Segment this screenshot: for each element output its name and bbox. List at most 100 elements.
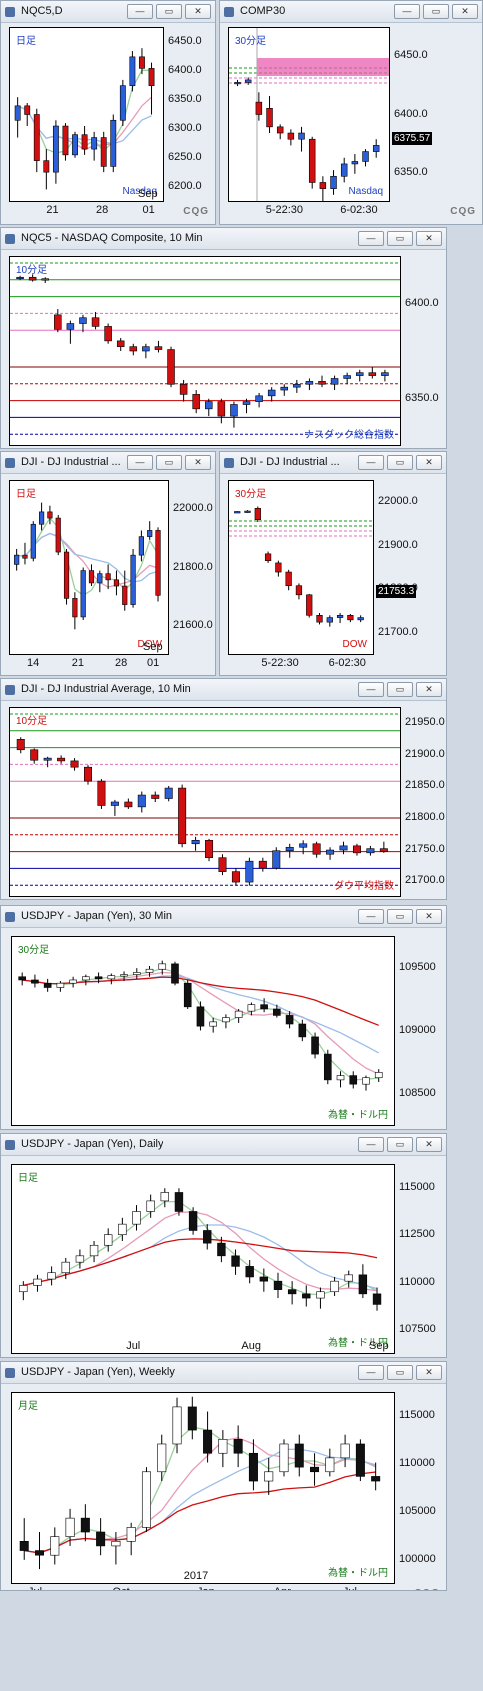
chart-window-w1[interactable]: NQC5,D — ▭ ✕ 日足 Nasdaq 6450.0 6400.0 6350.0 6… bbox=[0, 0, 216, 225]
chart-plot-area[interactable]: 日足 Nasdaq bbox=[9, 27, 164, 202]
x-axis-period-label: Jul bbox=[126, 1340, 141, 1352]
restore-button[interactable]: ▭ bbox=[156, 4, 182, 19]
candlestick-chart bbox=[229, 506, 373, 627]
minimize-button[interactable]: — bbox=[127, 455, 153, 470]
candle bbox=[267, 387, 276, 402]
candle bbox=[30, 521, 36, 562]
minimize-button[interactable]: — bbox=[358, 682, 384, 697]
x-axis-tick: 26 bbox=[74, 1356, 86, 1357]
candle bbox=[14, 97, 21, 138]
close-button[interactable]: ✕ bbox=[185, 4, 211, 19]
candle bbox=[174, 1188, 184, 1216]
close-button[interactable]: ✕ bbox=[416, 231, 442, 246]
chart-window-w5[interactable]: DJI - DJ Industrial ... — ▭ ✕ 30分足 DOW 220… bbox=[219, 451, 447, 676]
candle bbox=[330, 375, 339, 391]
last-price-box: 6375.57 bbox=[392, 132, 433, 145]
window-title: DJI - DJ Industrial ... bbox=[240, 456, 340, 468]
candle bbox=[52, 120, 59, 184]
close-button[interactable]: ✕ bbox=[416, 909, 442, 924]
restore-button[interactable]: ▭ bbox=[387, 1365, 413, 1380]
candle bbox=[280, 384, 289, 396]
window-titlebar[interactable]: DJI - DJ Industrial ... — ▭ ✕ bbox=[220, 452, 446, 474]
y-axis-tick: 110000 bbox=[399, 1275, 435, 1288]
window-titlebar[interactable]: DJI - DJ Industrial Average, 10 Min — ▭ … bbox=[1, 679, 446, 701]
chart-plot-area[interactable]: 10分足 ダウ平均指数 bbox=[9, 707, 401, 897]
candle bbox=[234, 79, 241, 87]
restore-button[interactable]: ▭ bbox=[156, 455, 182, 470]
chart-plot-area[interactable]: 日足 為替・ドル円 bbox=[11, 1164, 395, 1354]
restore-button[interactable]: ▭ bbox=[423, 4, 449, 19]
chart-window-w4[interactable]: DJI - DJ Industrial ... — ▭ ✕ 日足 DOW 22000… bbox=[0, 451, 216, 676]
chart-plot-area[interactable]: 30分足 DOW bbox=[228, 480, 374, 655]
restore-button[interactable]: ▭ bbox=[387, 231, 413, 246]
x-axis-tick: 5-22:30 bbox=[50, 899, 87, 900]
candlestick-chart bbox=[19, 1188, 382, 1311]
restore-button[interactable]: ▭ bbox=[387, 909, 413, 924]
y-axis-tick: 6400.0 bbox=[405, 296, 439, 309]
candle bbox=[312, 841, 321, 858]
window-titlebar[interactable]: NQC5,D — ▭ ✕ bbox=[1, 1, 215, 23]
restore-button[interactable]: ▭ bbox=[387, 1137, 413, 1152]
chart-plot-area[interactable]: 30分足 Nasdaq bbox=[228, 27, 390, 202]
timeframe-label: 日足 bbox=[16, 36, 36, 47]
minimize-button[interactable]: — bbox=[358, 1137, 384, 1152]
chart-window-w7[interactable]: USDJPY - Japan (Yen), 30 Min — ▭ ✕ 30分足為… bbox=[0, 905, 447, 1130]
x-axis-tick: 01 bbox=[142, 204, 155, 216]
candle bbox=[110, 114, 117, 173]
chart-plot-area[interactable]: 日足 DOW bbox=[9, 480, 169, 655]
instrument-note: 為替・ドル円 bbox=[328, 1338, 388, 1349]
window-titlebar[interactable]: USDJPY - Japan (Yen), 30 Min — ▭ ✕ bbox=[1, 906, 446, 928]
candle bbox=[41, 277, 49, 284]
minimize-button[interactable]: — bbox=[358, 455, 384, 470]
instrument-note: DOW bbox=[342, 639, 367, 650]
candle bbox=[142, 343, 150, 359]
candlestick-chart bbox=[229, 28, 389, 201]
close-button[interactable]: ✕ bbox=[416, 455, 442, 470]
close-button[interactable]: ✕ bbox=[416, 1137, 442, 1152]
restore-button[interactable]: ▭ bbox=[387, 682, 413, 697]
x-axis-tick: 14:00 bbox=[205, 1128, 233, 1129]
window-titlebar[interactable]: DJI - DJ Industrial ... — ▭ ✕ bbox=[1, 452, 215, 474]
chart-window-w3[interactable]: NQC5 - NASDAQ Composite, 10 Min — ▭ ✕ 10… bbox=[0, 227, 447, 449]
minimize-button[interactable]: — bbox=[127, 4, 153, 19]
candle bbox=[355, 369, 364, 382]
x-axis-tick: 21 bbox=[71, 657, 85, 669]
candle bbox=[203, 1224, 212, 1250]
close-button[interactable]: ✕ bbox=[416, 682, 442, 697]
close-button[interactable]: ✕ bbox=[416, 1365, 442, 1380]
x-axis-tick: 6-02:00 bbox=[351, 1128, 388, 1129]
chart-window-w8[interactable]: USDJPY - Japan (Yen), Daily — ▭ ✕ 日足 為替・ド… bbox=[0, 1133, 447, 1358]
chart-window-w2[interactable]: COMP30 — ▭ ✕ 30分足 Nasdaq 6450.0 6400.0 6350.… bbox=[219, 0, 483, 225]
candle bbox=[167, 346, 175, 388]
chart-window-w6[interactable]: DJI - DJ Industrial Average, 10 Min — ▭ … bbox=[0, 678, 447, 900]
x-axis-tick: 01 bbox=[224, 1356, 236, 1357]
chart-plot-area[interactable]: 10分足 ナスダック総合指数 bbox=[9, 256, 401, 446]
chart-window-w9[interactable]: USDJPY - Japan (Yen), Weekly — ▭ ✕ 月足 為替・… bbox=[0, 1361, 447, 1591]
restore-button[interactable]: ▭ bbox=[387, 455, 413, 470]
window-titlebar[interactable]: USDJPY - Japan (Yen), Daily — ▭ ✕ bbox=[1, 1134, 446, 1156]
candle bbox=[308, 136, 316, 189]
minimize-button[interactable]: — bbox=[358, 231, 384, 246]
candle bbox=[132, 968, 141, 979]
chart-app-icon bbox=[5, 685, 15, 695]
window-titlebar[interactable]: COMP30 — ▭ ✕ bbox=[220, 1, 482, 23]
close-button[interactable]: ✕ bbox=[452, 4, 478, 19]
candle bbox=[217, 1236, 226, 1263]
window-titlebar[interactable]: USDJPY - Japan (Yen), Weekly — ▭ ✕ bbox=[1, 1362, 446, 1384]
candle bbox=[362, 149, 369, 167]
candle bbox=[63, 548, 70, 605]
close-button[interactable]: ✕ bbox=[185, 455, 211, 470]
y-axis-tick: 6350.0 bbox=[394, 165, 428, 178]
chart-plot-area[interactable]: 月足 為替・ドル円 bbox=[11, 1392, 395, 1584]
x-axis-tick: 22:00 bbox=[20, 1128, 48, 1129]
x-axis-tick: 5-22:30 bbox=[50, 448, 87, 449]
minimize-button[interactable]: — bbox=[358, 909, 384, 924]
minimize-button[interactable]: — bbox=[394, 4, 420, 19]
minimize-button[interactable]: — bbox=[358, 1365, 384, 1380]
candle bbox=[43, 149, 50, 190]
window-titlebar[interactable]: NQC5 - NASDAQ Composite, 10 Min — ▭ ✕ bbox=[1, 228, 446, 250]
candlestick-chart bbox=[14, 502, 161, 630]
chart-app-icon bbox=[224, 458, 234, 468]
chart-plot-area[interactable]: 30分足 為替・ドル円 bbox=[11, 936, 395, 1126]
candle bbox=[343, 372, 351, 385]
